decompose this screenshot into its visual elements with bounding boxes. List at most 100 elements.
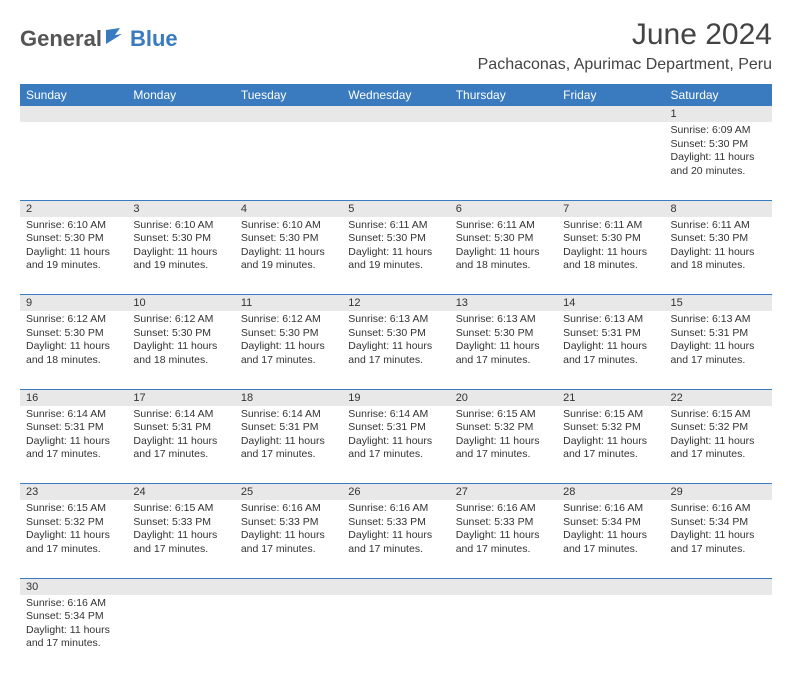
sunrise-text: Sunrise: 6:15 AM [26,502,121,516]
daylight-text-2: and 17 minutes. [456,354,551,368]
day-number-cell: 15 [665,295,772,312]
day-number-cell: 9 [20,295,127,312]
day-number-cell [235,578,342,595]
sunrise-text: Sunrise: 6:11 AM [671,219,766,233]
day-number-cell: 21 [557,389,664,406]
day-detail-cell: Sunrise: 6:10 AMSunset: 5:30 PMDaylight:… [235,217,342,295]
day-number: 23 [20,484,127,500]
daylight-text-1: Daylight: 11 hours [671,246,766,260]
sunset-text: Sunset: 5:33 PM [133,516,228,530]
day-detail-cell: Sunrise: 6:12 AMSunset: 5:30 PMDaylight:… [127,311,234,389]
sunset-text: Sunset: 5:34 PM [26,610,121,624]
day-details: Sunrise: 6:16 AMSunset: 5:33 PMDaylight:… [342,500,449,561]
day-details: Sunrise: 6:16 AMSunset: 5:33 PMDaylight:… [235,500,342,561]
sunset-text: Sunset: 5:30 PM [241,327,336,341]
daylight-text-2: and 18 minutes. [563,259,658,273]
sunrise-text: Sunrise: 6:16 AM [26,597,121,611]
day-details: Sunrise: 6:14 AMSunset: 5:31 PMDaylight:… [20,406,127,467]
day-details: Sunrise: 6:15 AMSunset: 5:32 PMDaylight:… [665,406,772,467]
daylight-text-1: Daylight: 11 hours [26,246,121,260]
day-number-cell: 24 [127,484,234,501]
day-details: Sunrise: 6:16 AMSunset: 5:34 PMDaylight:… [20,595,127,656]
day-detail-cell: Sunrise: 6:10 AMSunset: 5:30 PMDaylight:… [20,217,127,295]
day-number-row: 23242526272829 [20,484,772,501]
day-detail-cell: Sunrise: 6:16 AMSunset: 5:33 PMDaylight:… [235,500,342,578]
day-detail-cell: Sunrise: 6:16 AMSunset: 5:34 PMDaylight:… [20,595,127,673]
day-detail-cell: Sunrise: 6:13 AMSunset: 5:30 PMDaylight:… [450,311,557,389]
daylight-text-1: Daylight: 11 hours [26,624,121,638]
day-number: 4 [235,201,342,217]
daylight-text-2: and 17 minutes. [348,448,443,462]
day-number-cell [235,106,342,122]
day-number: 12 [342,295,449,311]
day-number-cell [557,578,664,595]
day-detail-row: Sunrise: 6:15 AMSunset: 5:32 PM Daylight:… [20,500,772,578]
day-detail-cell: Sunrise: 6:11 AMSunset: 5:30 PMDaylight:… [450,217,557,295]
daylight-text-2: and 19 minutes. [133,259,228,273]
day-detail-cell: Sunrise: 6:13 AMSunset: 5:31 PMDaylight:… [557,311,664,389]
sunset-text: Sunset: 5:30 PM [456,232,551,246]
day-number: 17 [127,390,234,406]
day-number: 10 [127,295,234,311]
day-number-cell: 20 [450,389,557,406]
daylight-text-1: Daylight: 11 hours [133,246,228,260]
day-number-cell: 26 [342,484,449,501]
day-detail-cell: Sunrise: 6:14 AMSunset: 5:31 PMDaylight:… [20,406,127,484]
sunrise-text: Sunrise: 6:13 AM [456,313,551,327]
sunset-text: Sunset: 5:34 PM [563,516,658,530]
day-number: 22 [665,390,772,406]
daylight-text-1: Daylight: 11 hours [241,246,336,260]
daylight-text-1: Daylight: 11 hours [671,435,766,449]
day-number [235,579,342,595]
day-number: 27 [450,484,557,500]
daylight-text-2: and 18 minutes. [456,259,551,273]
day-number: 18 [235,390,342,406]
daylight-text-2: and 19 minutes. [26,259,121,273]
day-number [127,106,234,122]
day-number-cell: 3 [127,200,234,217]
day-details: Sunrise: 6:10 AMSunset: 5:30 PMDaylight:… [235,217,342,278]
day-number: 20 [450,390,557,406]
sunrise-text: Sunrise: 6:13 AM [671,313,766,327]
daylight-text-1: Daylight: 11 hours [456,435,551,449]
day-detail-cell: Sunrise: 6:16 AMSunset: 5:33 PMDaylight:… [450,500,557,578]
day-detail-cell: Sunrise: 6:11 AMSunset: 5:30 PMDaylight:… [665,217,772,295]
daylight-text-1: Daylight: 11 hours [26,435,121,449]
day-detail-cell: Sunrise: 6:12 AMSunset: 5:30 PMDaylight:… [235,311,342,389]
day-detail-cell: Sunrise: 6:16 AMSunset: 5:33 PMDaylight:… [342,500,449,578]
sunrise-text: Sunrise: 6:09 AM [671,124,766,138]
daylight-text-2: and 17 minutes. [563,354,658,368]
sunset-text: Sunset: 5:31 PM [241,421,336,435]
day-details: Sunrise: 6:11 AMSunset: 5:30 PMDaylight:… [342,217,449,278]
daylight-text-1: Daylight: 11 hours [133,340,228,354]
day-number-row: 9101112131415 [20,295,772,312]
sunset-text: Sunset: 5:30 PM [671,232,766,246]
day-number: 8 [665,201,772,217]
day-detail-cell [450,122,557,200]
daylight-text-1: Daylight: 11 hours [241,529,336,543]
daylight-text-2: and 17 minutes. [456,543,551,557]
day-number [557,579,664,595]
daylight-text-2: and 18 minutes. [671,259,766,273]
sunset-text: Sunset: 5:33 PM [456,516,551,530]
day-details: Sunrise: 6:12 AMSunset: 5:30 PMDaylight:… [20,311,127,372]
daylight-text-2: and 17 minutes. [563,543,658,557]
weekday-header-row: SundayMondayTuesdayWednesdayThursdayFrid… [20,84,772,106]
day-number: 16 [20,390,127,406]
day-detail-cell: Sunrise: 6:16 AMSunset: 5:34 PMDaylight:… [557,500,664,578]
day-details: Sunrise: 6:13 AMSunset: 5:31 PMDaylight:… [665,311,772,372]
daylight-text-2: and 17 minutes. [26,543,121,557]
sunset-text: Sunset: 5:32 PM [26,516,121,530]
day-detail-cell: Sunrise: 6:15 AMSunset: 5:33 PMDaylight:… [127,500,234,578]
day-detail-cell: Sunrise: 6:13 AMSunset: 5:30 PMDaylight:… [342,311,449,389]
sunset-text: Sunset: 5:30 PM [456,327,551,341]
sunset-text: Sunset: 5:30 PM [26,232,121,246]
day-details: Sunrise: 6:12 AMSunset: 5:30 PMDaylight:… [235,311,342,372]
day-number-cell [127,578,234,595]
day-number: 15 [665,295,772,311]
daylight-text-2: and 17 minutes. [348,543,443,557]
sunrise-text: Sunrise: 6:10 AM [241,219,336,233]
day-number-cell: 4 [235,200,342,217]
daylight-text-1: Daylight: 11 hours [563,529,658,543]
day-detail-cell: Sunrise: 6:10 AMSunset: 5:30 PMDaylight:… [127,217,234,295]
